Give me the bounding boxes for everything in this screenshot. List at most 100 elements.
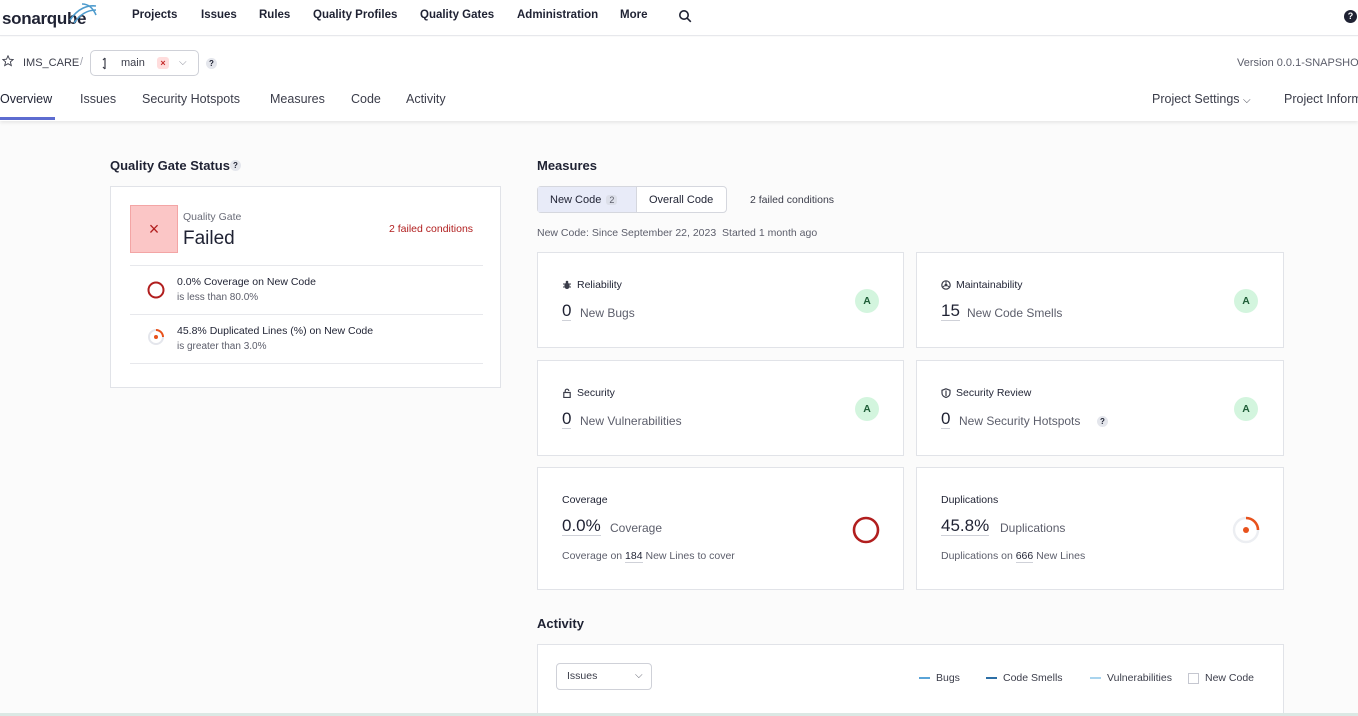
quality-gate-label: Quality Gate xyxy=(183,211,242,223)
divider xyxy=(130,314,483,315)
coverage-card: Coverage 0.0% Coverage Coverage on 184 N… xyxy=(537,467,904,590)
security-card: Security 0 New Vulnerabilities A xyxy=(537,360,904,456)
new-bugs-label: New Bugs xyxy=(580,306,635,320)
nav-quality-profiles[interactable]: Quality Profiles xyxy=(313,9,398,21)
help-icon[interactable]: ? xyxy=(1344,10,1357,23)
new-code-smells-label: New Code Smells xyxy=(967,306,1063,320)
duplications-label: Duplications xyxy=(1000,521,1066,535)
sonarqube-logo[interactable]: sonarqube xyxy=(2,2,97,32)
duplications-footer: Duplications on 666 New Lines xyxy=(941,550,1086,563)
quality-gate-title: Quality Gate Status xyxy=(110,158,230,173)
logo-text: sonarqube xyxy=(2,9,87,28)
project-information-link[interactable]: Project Information xyxy=(1284,92,1358,106)
legend-bugs-label: Bugs xyxy=(936,672,960,684)
duplications-icon xyxy=(148,329,164,345)
security-review-label: Security Review xyxy=(956,387,1032,399)
nav-rules[interactable]: Rules xyxy=(259,9,291,21)
reliability-rating-badge[interactable]: A xyxy=(855,289,879,313)
logo-waves-icon xyxy=(69,3,97,24)
nav-projects[interactable]: Projects xyxy=(132,9,178,21)
breadcrumb-separator: / xyxy=(80,56,84,68)
branch-help-icon[interactable]: ? xyxy=(206,58,217,69)
condition-title[interactable]: 45.8% Duplicated Lines (%) on New Code xyxy=(177,325,374,337)
tab-overall-code[interactable]: Overall Code xyxy=(649,194,714,206)
reliability-title: Reliability xyxy=(562,279,622,291)
coverage-footer: Coverage on 184 New Lines to cover xyxy=(562,550,735,563)
new-code-checkbox-label: New Code xyxy=(1205,672,1255,684)
new-security-hotspots-value[interactable]: 0 xyxy=(941,409,951,429)
duplications-footer-suffix: New Lines xyxy=(1036,550,1086,562)
security-review-rating-badge[interactable]: A xyxy=(1234,397,1258,421)
new-code-smells-value[interactable]: 15 xyxy=(941,301,960,321)
legend-bugs: Bugs xyxy=(919,672,960,684)
active-tab-indicator xyxy=(0,117,55,120)
tab-code[interactable]: Code xyxy=(351,92,381,106)
tab-issues[interactable]: Issues xyxy=(80,92,117,106)
duplications-footer-prefix: Duplications on xyxy=(941,550,1013,562)
favorite-star-icon[interactable] xyxy=(2,55,14,67)
branch-name: main xyxy=(121,57,145,69)
quality-gate-card: × Quality Gate Failed 2 failed condition… xyxy=(110,186,501,388)
branch-icon xyxy=(102,57,106,70)
coverage-value[interactable]: 0.0% xyxy=(562,516,601,536)
new-code-badge: 2 xyxy=(606,195,618,205)
maintainability-label: Maintainability xyxy=(956,279,1023,291)
new-vulnerabilities-label: New Vulnerabilities xyxy=(580,414,682,428)
legend-code-smells-label: Code Smells xyxy=(1003,672,1063,684)
lines-to-cover-value[interactable]: 184 xyxy=(625,550,643,563)
quality-gate-help-icon[interactable]: ? xyxy=(230,160,241,171)
bottom-border xyxy=(0,713,1358,716)
activity-graph-select[interactable]: Issues ⌵ xyxy=(556,663,652,690)
nav-administration[interactable]: Administration xyxy=(517,9,599,21)
reliability-label: Reliability xyxy=(577,279,622,291)
project-settings-menu[interactable]: Project Settings ⌵ xyxy=(1152,92,1251,106)
branch-selector[interactable]: main × ⌵ xyxy=(90,50,199,76)
tab-measures[interactable]: Measures xyxy=(270,92,325,106)
project-settings-label: Project Settings xyxy=(1152,92,1240,106)
legend-line-icon xyxy=(919,677,930,679)
new-bugs-value[interactable]: 0 xyxy=(562,301,572,321)
maintainability-rating-badge[interactable]: A xyxy=(1234,289,1258,313)
tab-overview[interactable]: Overview xyxy=(0,92,53,106)
duplications-icon[interactable] xyxy=(1231,515,1261,545)
project-name-link[interactable]: IMS_CARE xyxy=(23,57,80,69)
tab-new-code[interactable]: New Code 2 xyxy=(538,187,637,212)
divider xyxy=(130,265,483,266)
duplications-card: Duplications 45.8% Duplications Duplicat… xyxy=(916,467,1284,590)
coverage-footer-prefix: Coverage on xyxy=(562,550,623,562)
new-vulnerabilities-value[interactable]: 0 xyxy=(562,409,572,429)
duplications-value[interactable]: 45.8% xyxy=(941,516,990,536)
condition-subtitle: is greater than 3.0% xyxy=(177,341,267,352)
activity-card: Issues ⌵ Bugs Code Smells Vulnerabilitie… xyxy=(537,644,1284,716)
security-title: Security xyxy=(562,387,615,399)
activity-select-value: Issues xyxy=(567,670,598,682)
new-code-toggle[interactable]: New Code xyxy=(1188,672,1254,684)
nav-issues[interactable]: Issues xyxy=(201,9,237,21)
coverage-donut-icon[interactable] xyxy=(851,515,881,545)
duplications-title: Duplications xyxy=(941,494,999,506)
new-code-started: Started 1 month ago xyxy=(722,227,818,239)
new-code-period: New Code: Since September 22, 2023 Start… xyxy=(537,227,817,239)
tab-security-hotspots[interactable]: Security Hotspots xyxy=(142,92,240,106)
legend-vulnerabilities-label: Vulnerabilities xyxy=(1107,672,1172,684)
security-rating-badge[interactable]: A xyxy=(855,397,879,421)
nav-quality-gates[interactable]: Quality Gates xyxy=(420,9,495,21)
new-lines-value[interactable]: 666 xyxy=(1015,550,1034,563)
security-review-card: Security Review 0 New Security Hotspots … xyxy=(916,360,1284,456)
search-icon[interactable] xyxy=(678,9,692,23)
security-hotspots-help-icon[interactable]: ? xyxy=(1097,416,1108,427)
legend-code-smells: Code Smells xyxy=(986,672,1063,684)
project-bar: IMS_CARE / main × ⌵ ? Version 0.0.1-SNAP… xyxy=(0,37,1358,121)
condition-title[interactable]: 0.0% Coverage on New Code xyxy=(177,276,316,288)
tab-activity[interactable]: Activity xyxy=(406,92,446,106)
nav-more[interactable]: More xyxy=(620,9,648,21)
divider xyxy=(130,363,483,364)
code-smell-icon xyxy=(941,280,951,290)
coverage-footer-suffix: New Lines to cover xyxy=(645,550,735,562)
maintainability-card: Maintainability 15 New Code Smells A xyxy=(916,252,1284,348)
code-period-toggle: New Code 2 Overall Code xyxy=(537,186,727,213)
shield-icon xyxy=(941,388,951,398)
maintainability-title: Maintainability xyxy=(941,279,1023,291)
new-code-checkbox[interactable] xyxy=(1188,672,1199,684)
legend-line-icon xyxy=(1090,677,1101,679)
